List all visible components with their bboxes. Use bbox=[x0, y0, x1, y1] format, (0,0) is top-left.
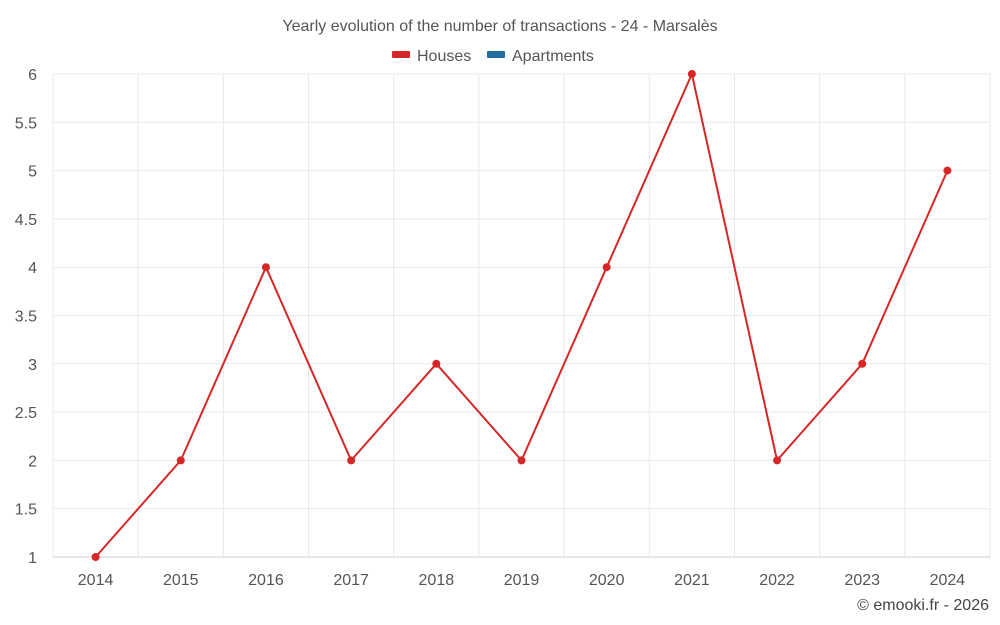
y-tick-label: 2.5 bbox=[15, 405, 37, 422]
data-point[interactable] bbox=[517, 456, 526, 465]
x-axis: 2014 2015 2016 2017 2018 2019 2020 2021 2022 2023… bbox=[78, 572, 966, 589]
legend-item-apartments[interactable]: Apartments bbox=[487, 48, 594, 65]
y-tick-label: 5.5 bbox=[15, 115, 37, 132]
grid bbox=[52, 73, 991, 558]
data-point[interactable] bbox=[261, 263, 270, 272]
y-tick-label: 4 bbox=[28, 260, 37, 277]
data-point[interactable] bbox=[176, 456, 185, 465]
data-point[interactable] bbox=[858, 359, 867, 368]
data-point[interactable] bbox=[773, 456, 782, 465]
x-tick-label: 2024 bbox=[930, 572, 966, 589]
chart-title: Yearly evolution of the number of transa… bbox=[282, 18, 717, 35]
y-tick-label: 2 bbox=[28, 453, 37, 470]
legend-swatch-houses bbox=[392, 51, 410, 58]
y-axis: 1 1.5 2 2.5 3 3.5 4 4.5 5 5.5 6 bbox=[15, 67, 37, 567]
x-tick-label: 2014 bbox=[78, 572, 114, 589]
legend-label-houses: Houses bbox=[417, 48, 471, 65]
x-tick-label: 2016 bbox=[248, 572, 284, 589]
y-tick-label: 1 bbox=[28, 550, 37, 567]
data-point[interactable] bbox=[602, 263, 611, 272]
x-tick-label: 2022 bbox=[759, 572, 795, 589]
y-tick-label: 4.5 bbox=[15, 212, 37, 229]
x-tick-label: 2015 bbox=[163, 572, 199, 589]
y-tick-label: 3 bbox=[28, 357, 37, 374]
legend-item-houses[interactable]: Houses bbox=[392, 48, 471, 65]
legend: Houses Apartments bbox=[392, 48, 594, 65]
data-point[interactable] bbox=[687, 70, 696, 78]
x-tick-label: 2017 bbox=[333, 572, 369, 589]
data-point[interactable] bbox=[943, 166, 952, 175]
legend-swatch-apartments bbox=[487, 51, 505, 58]
x-tick-label: 2018 bbox=[419, 572, 455, 589]
data-point[interactable] bbox=[432, 359, 441, 368]
y-tick-label: 1.5 bbox=[15, 502, 37, 519]
legend-label-apartments: Apartments bbox=[512, 48, 594, 65]
y-tick-label: 3.5 bbox=[15, 309, 37, 326]
x-tick-label: 2021 bbox=[674, 572, 710, 589]
data-point[interactable] bbox=[347, 456, 356, 465]
credit-text: © emooki.fr - 2026 bbox=[857, 597, 989, 614]
data-point[interactable] bbox=[91, 553, 100, 561]
y-tick-label: 5 bbox=[28, 164, 37, 181]
y-tick-label: 6 bbox=[28, 67, 37, 84]
series-houses bbox=[91, 70, 952, 561]
x-tick-label: 2020 bbox=[589, 572, 625, 589]
x-tick-label: 2023 bbox=[844, 572, 880, 589]
x-tick-label: 2019 bbox=[504, 572, 540, 589]
